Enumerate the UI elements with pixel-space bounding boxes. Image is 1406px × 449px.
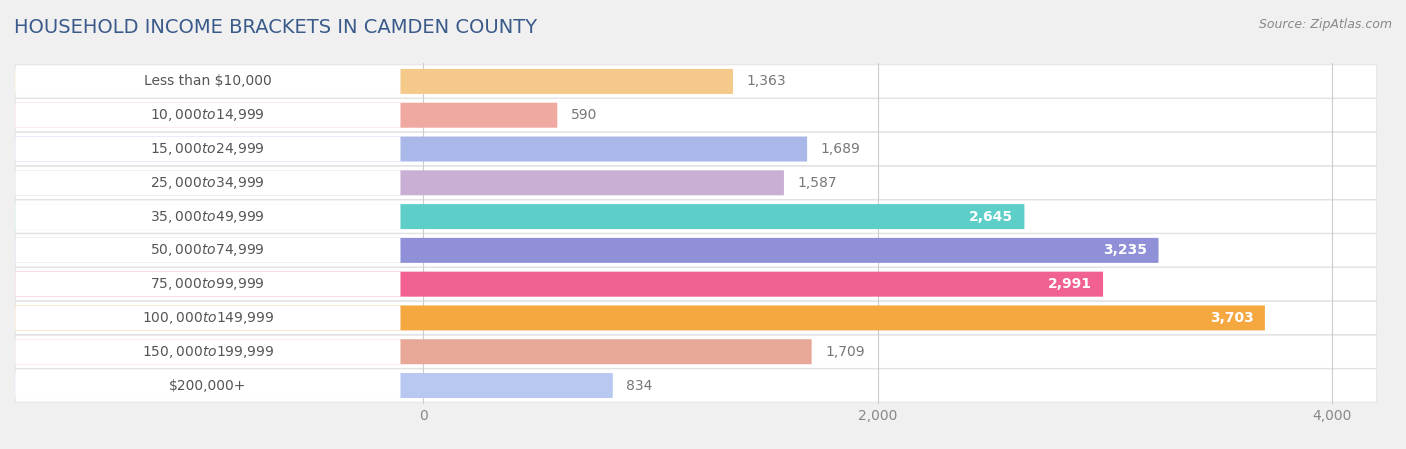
- Text: $200,000+: $200,000+: [169, 379, 246, 392]
- FancyBboxPatch shape: [15, 301, 1376, 335]
- FancyBboxPatch shape: [15, 136, 807, 162]
- FancyBboxPatch shape: [15, 170, 401, 195]
- FancyBboxPatch shape: [15, 136, 401, 162]
- Text: Less than $10,000: Less than $10,000: [143, 75, 271, 88]
- FancyBboxPatch shape: [15, 238, 1159, 263]
- Text: $75,000 to $99,999: $75,000 to $99,999: [150, 276, 266, 292]
- Text: $10,000 to $14,999: $10,000 to $14,999: [150, 107, 266, 123]
- FancyBboxPatch shape: [15, 339, 811, 364]
- Text: 834: 834: [627, 379, 652, 392]
- Text: $50,000 to $74,999: $50,000 to $74,999: [150, 242, 266, 258]
- Text: 2,991: 2,991: [1047, 277, 1091, 291]
- FancyBboxPatch shape: [15, 373, 613, 398]
- FancyBboxPatch shape: [15, 373, 401, 398]
- Text: 3,235: 3,235: [1104, 243, 1147, 257]
- FancyBboxPatch shape: [15, 204, 401, 229]
- Text: $25,000 to $34,999: $25,000 to $34,999: [150, 175, 266, 191]
- FancyBboxPatch shape: [15, 305, 1265, 330]
- FancyBboxPatch shape: [15, 103, 401, 128]
- FancyBboxPatch shape: [15, 99, 1376, 132]
- Text: HOUSEHOLD INCOME BRACKETS IN CAMDEN COUNTY: HOUSEHOLD INCOME BRACKETS IN CAMDEN COUN…: [14, 18, 537, 37]
- Text: $100,000 to $149,999: $100,000 to $149,999: [142, 310, 274, 326]
- FancyBboxPatch shape: [15, 166, 1376, 199]
- Text: 1,709: 1,709: [825, 345, 865, 359]
- Text: $150,000 to $199,999: $150,000 to $199,999: [142, 344, 274, 360]
- FancyBboxPatch shape: [15, 238, 401, 263]
- FancyBboxPatch shape: [15, 369, 1376, 402]
- FancyBboxPatch shape: [15, 103, 557, 128]
- FancyBboxPatch shape: [15, 132, 1376, 166]
- FancyBboxPatch shape: [15, 200, 1376, 233]
- FancyBboxPatch shape: [15, 268, 1376, 301]
- Text: 3,703: 3,703: [1209, 311, 1254, 325]
- FancyBboxPatch shape: [15, 234, 1376, 267]
- FancyBboxPatch shape: [15, 272, 401, 297]
- FancyBboxPatch shape: [15, 305, 401, 330]
- Text: $15,000 to $24,999: $15,000 to $24,999: [150, 141, 266, 157]
- FancyBboxPatch shape: [15, 335, 1376, 368]
- Text: 590: 590: [571, 108, 598, 122]
- FancyBboxPatch shape: [15, 69, 401, 94]
- FancyBboxPatch shape: [15, 272, 1104, 297]
- Text: 2,645: 2,645: [969, 210, 1014, 224]
- FancyBboxPatch shape: [15, 170, 785, 195]
- FancyBboxPatch shape: [15, 65, 1376, 98]
- Text: 1,689: 1,689: [821, 142, 860, 156]
- FancyBboxPatch shape: [15, 69, 733, 94]
- Text: $35,000 to $49,999: $35,000 to $49,999: [150, 209, 266, 224]
- Text: Source: ZipAtlas.com: Source: ZipAtlas.com: [1258, 18, 1392, 31]
- FancyBboxPatch shape: [15, 339, 401, 364]
- Text: 1,587: 1,587: [797, 176, 837, 190]
- Text: 1,363: 1,363: [747, 75, 786, 88]
- FancyBboxPatch shape: [15, 204, 1025, 229]
